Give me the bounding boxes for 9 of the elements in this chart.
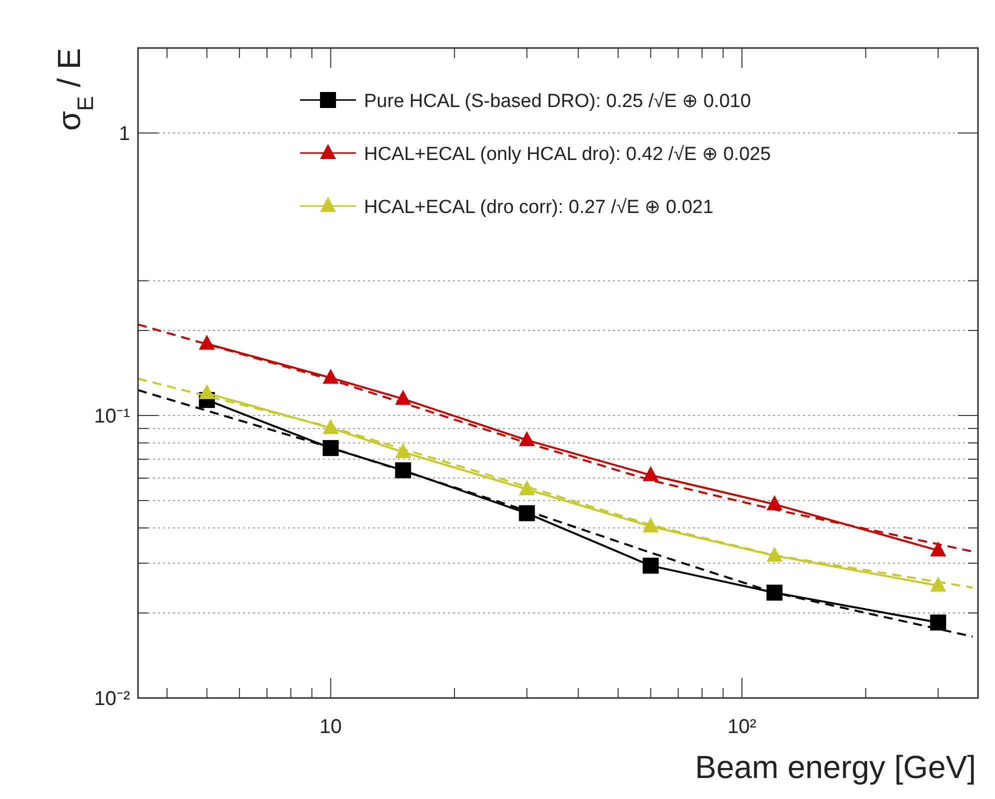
y-tick-label: 10⁻²	[94, 688, 130, 710]
y-tick-label: 1	[118, 123, 130, 146]
legend-label: Pure HCAL (S-based DRO): 0.25 /√E ⊕ 0.010	[364, 91, 751, 112]
x-tick-label: 10²	[727, 716, 757, 738]
y-tick-label: 10⁻¹	[94, 406, 130, 428]
x-tick-label: 10	[320, 716, 342, 738]
legend-label: HCAL+ECAL (dro corr): 0.27 /√E ⊕ 0.021	[364, 197, 714, 218]
legend-label: HCAL+ECAL (only HCAL dro): 0.42 /√E ⊕ 0.025	[364, 144, 771, 165]
x-axis-title: Beam energy [GeV]	[694, 749, 976, 785]
